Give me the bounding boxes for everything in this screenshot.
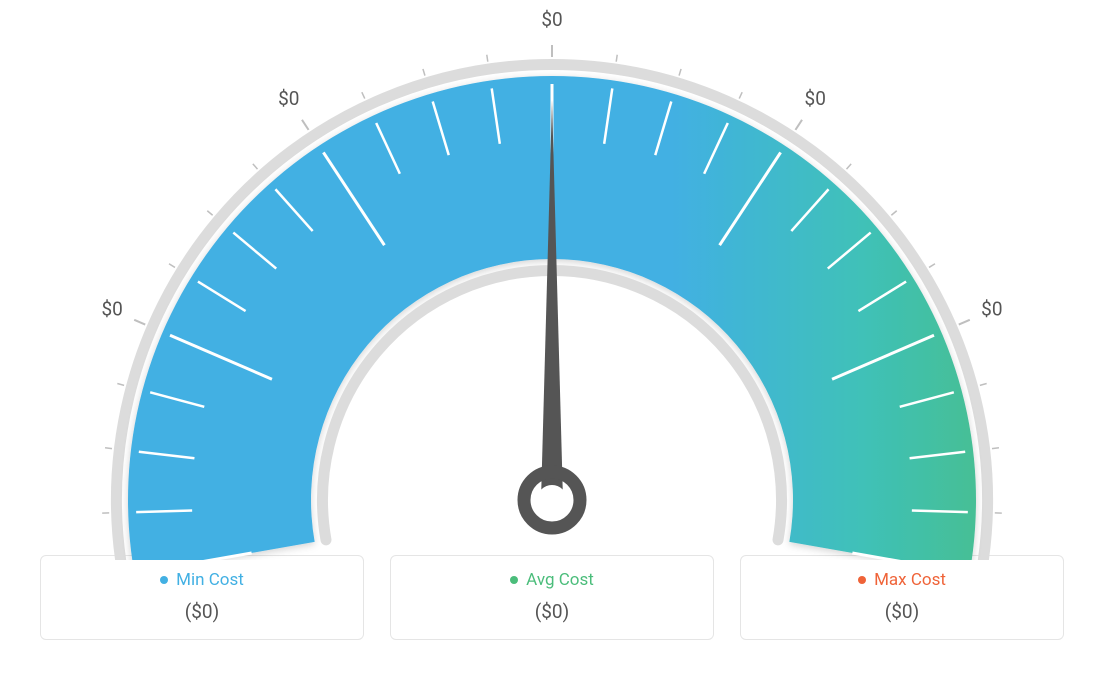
legend-value-max: ($0) — [751, 600, 1053, 623]
legend-row: Min Cost ($0) Avg Cost ($0) Max Cost ($0… — [0, 555, 1104, 640]
legend-dot-max — [858, 576, 866, 584]
legend-card-avg: Avg Cost ($0) — [390, 555, 714, 640]
gauge-tick-label: $0 — [101, 297, 122, 320]
legend-card-max: Max Cost ($0) — [740, 555, 1064, 640]
legend-dot-min — [160, 576, 168, 584]
legend-dot-avg — [510, 576, 518, 584]
legend-value-avg: ($0) — [401, 600, 703, 623]
gauge-tick-label: $0 — [541, 8, 562, 31]
gauge-tick-label: $0 — [278, 87, 299, 110]
gauge-tick-label: $0 — [981, 297, 1002, 320]
legend-label-max: Max Cost — [874, 570, 946, 590]
gauge-svg: $0$0$0$0$0$0$0 — [0, 0, 1104, 560]
legend-card-min: Min Cost ($0) — [40, 555, 364, 640]
gauge-tick-label: $0 — [805, 87, 826, 110]
gauge-chart: $0$0$0$0$0$0$0 — [0, 0, 1104, 545]
legend-value-min: ($0) — [51, 600, 353, 623]
legend-label-min: Min Cost — [176, 570, 244, 590]
legend-label-avg: Avg Cost — [526, 570, 594, 590]
